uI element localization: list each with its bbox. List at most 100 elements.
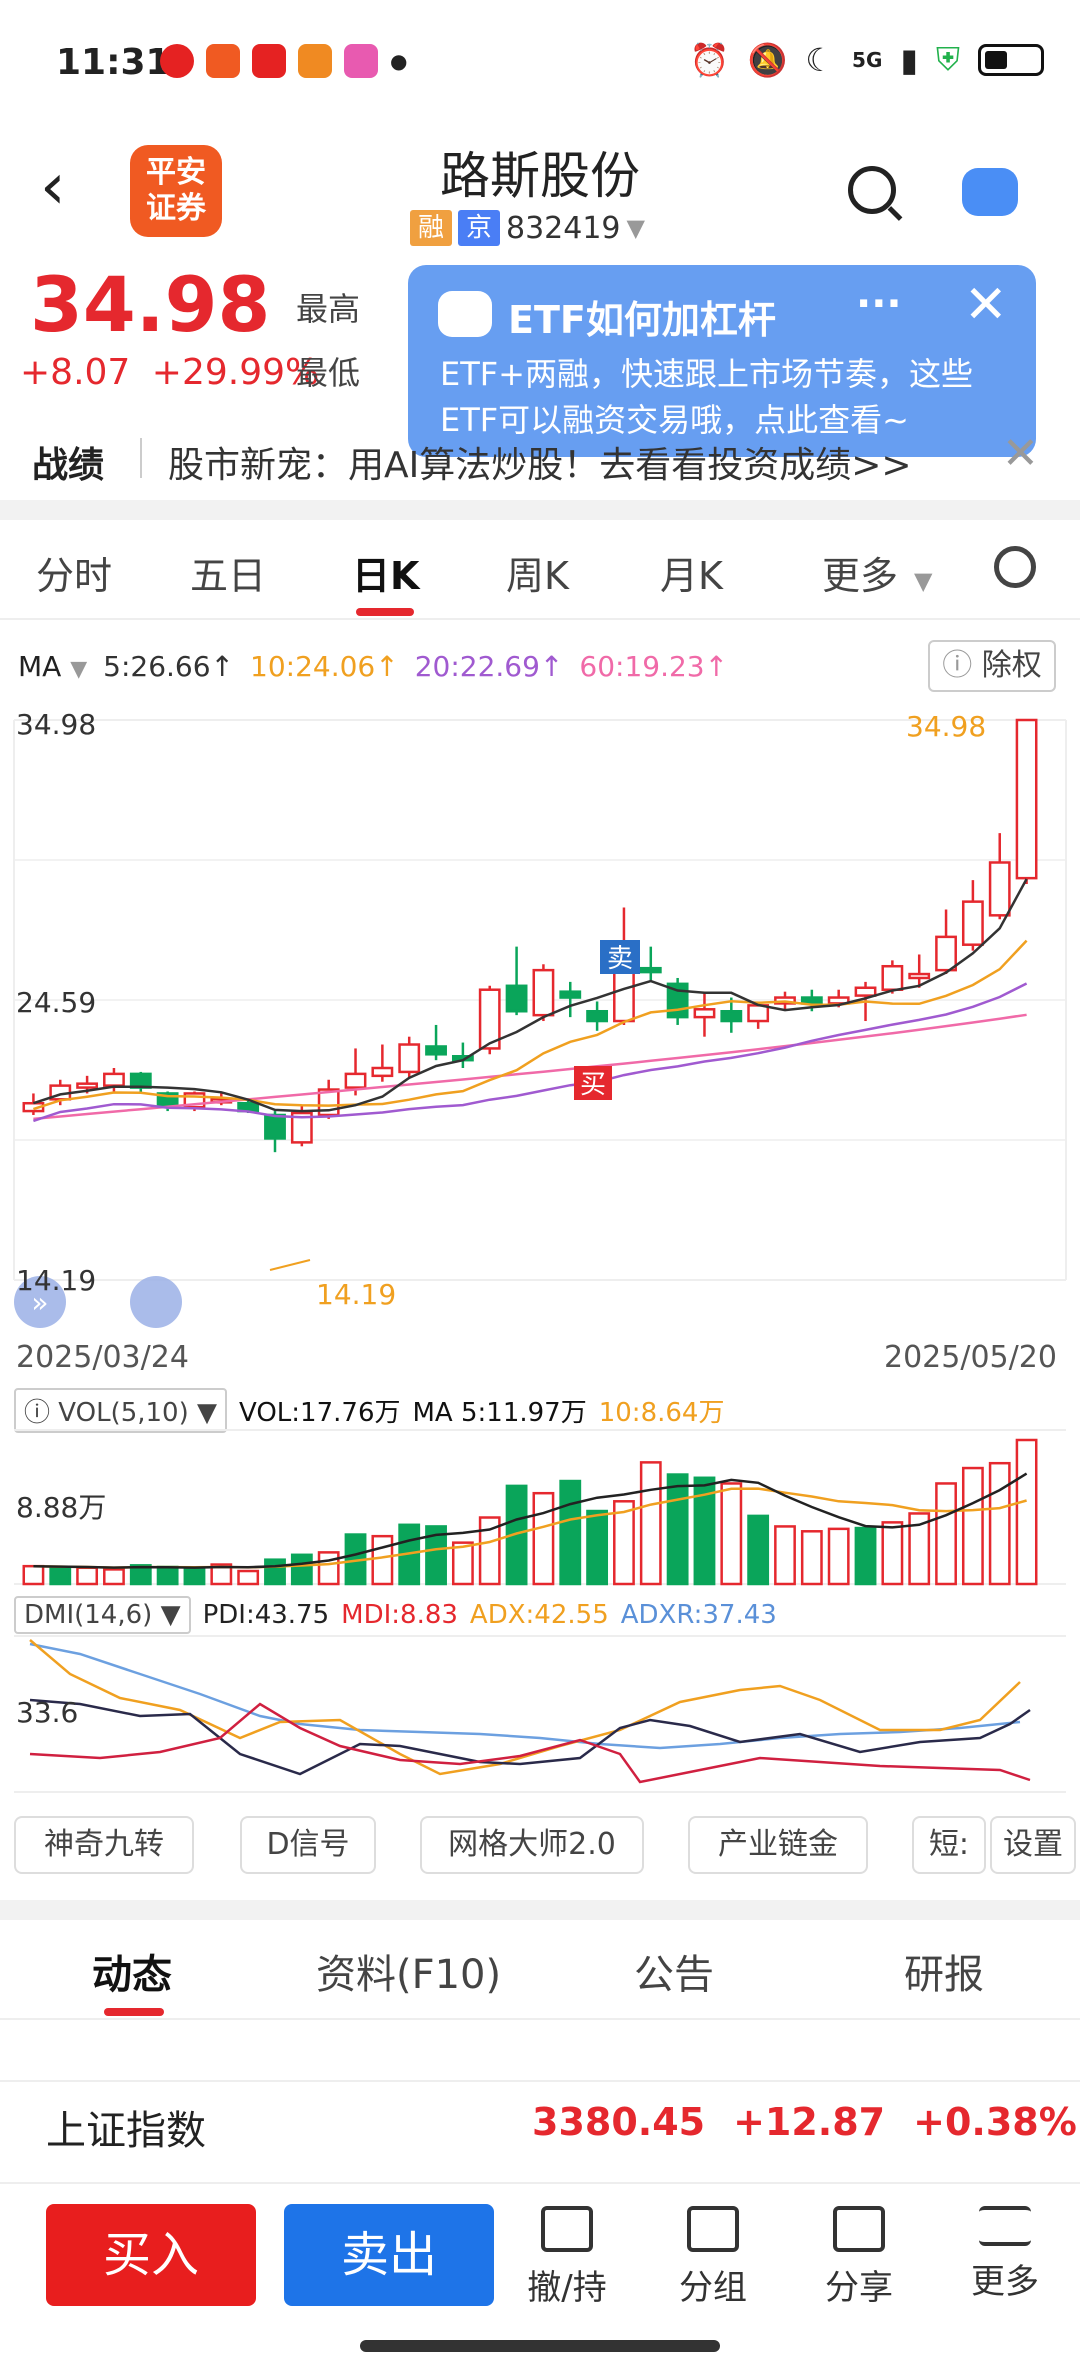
volume-bar	[1015, 1438, 1038, 1586]
sell-marker-bg	[600, 940, 640, 974]
news-close-icon[interactable]: ✕	[1002, 428, 1039, 479]
news-text[interactable]: 股市新宠：用AI算法炒股！去看看投资成绩>>	[168, 445, 912, 486]
volume-bar	[210, 1563, 233, 1586]
candle-up	[961, 900, 984, 946]
volume-bar	[129, 1564, 152, 1586]
ma-dropdown-icon: ▼	[70, 657, 88, 682]
candlestick-chart[interactable]: 卖 买 34.98 14.19 »	[0, 700, 1080, 1340]
robot-assistant-icon[interactable]	[962, 168, 1018, 216]
volume-bar	[317, 1551, 340, 1586]
candle-down	[586, 1009, 609, 1023]
close-icon[interactable]: ✕	[964, 275, 1008, 335]
candle-down	[505, 984, 528, 1013]
sell-button[interactable]: 卖出	[284, 2204, 494, 2306]
candle-down	[639, 966, 662, 974]
tab-daily-k[interactable]: 日K	[352, 554, 420, 598]
vol-ma5: MA 5:11.97万	[412, 1398, 587, 1428]
withdraw-label: 撤/持	[527, 2268, 607, 2308]
indicator-industry-chain[interactable]: 产业链金	[688, 1816, 868, 1874]
indicator-grid-master[interactable]: 网格大师2.0	[420, 1816, 644, 1874]
ma-legend: MA ▼ 5:26.66↑ 10:24.06↑ 20:22.69↑ 60:19.…	[18, 650, 728, 683]
candle-down	[720, 1009, 743, 1023]
vol-axis-label: 8.88万	[16, 1491, 107, 1524]
mute-icon: 🔕	[747, 40, 788, 79]
dmi-indicator-select[interactable]: DMI(14,6) ▼	[14, 1596, 191, 1634]
current-price: 34.98	[30, 260, 271, 349]
dmi-legend: DMI(14,6) ▼ PDI:43.75 MDI:8.83 ADX:42.55…	[14, 1596, 777, 1634]
back-icon[interactable]: ‹	[40, 150, 66, 224]
y-axis-low: 14.19	[16, 1264, 97, 1297]
tab-f10[interactable]: 资料(F10)	[316, 1952, 502, 1998]
index-bar[interactable]	[0, 2080, 1080, 2184]
stock-tags[interactable]: 融 京 832419 ▼	[410, 210, 645, 246]
share-button[interactable]: 分享	[804, 2206, 914, 2309]
ex-rights-button[interactable]: ⓘ 除权	[928, 640, 1056, 692]
section-tab-indicator	[104, 2008, 164, 2016]
tab-intraday[interactable]: 分时	[36, 554, 113, 598]
tab-research[interactable]: 研报	[904, 1952, 984, 1998]
expand-left-icon[interactable]	[14, 1276, 66, 1328]
tab-divider	[0, 618, 1080, 620]
folder-icon	[687, 2206, 739, 2252]
volume-bar	[747, 1514, 770, 1586]
toutiao-app-icon	[252, 44, 286, 78]
bse-tag: 京	[458, 210, 500, 246]
change-amount: +8.07	[20, 352, 131, 393]
volume-bar	[371, 1534, 394, 1586]
search-icon[interactable]	[848, 166, 896, 214]
share-label: 分享	[825, 2268, 893, 2308]
vol-info-icon: ⓘ	[24, 1398, 51, 1428]
notification-icons: ●	[160, 44, 407, 78]
min-marker-line	[269, 1259, 311, 1271]
ma-label-text: MA	[18, 650, 62, 683]
buy-button[interactable]: 买入	[46, 2204, 256, 2306]
tab-five-day[interactable]: 五日	[190, 554, 267, 598]
index-values: 3380.45 +12.87 +0.38% ▲	[532, 2100, 1080, 2144]
withdraw-hold-button[interactable]: 撤/持	[512, 2206, 622, 2309]
tab-news[interactable]: 动态	[92, 1952, 172, 1998]
tab-more-label: 更多	[822, 554, 899, 598]
ma-label[interactable]: MA ▼	[18, 650, 87, 683]
indicator-nine-turns[interactable]: 神奇九转	[14, 1816, 194, 1874]
volume-chart	[14, 1429, 1066, 1586]
battery-icon	[978, 43, 1044, 76]
pingan-app-icon	[206, 44, 240, 78]
broker-logo: 平安 证券	[130, 145, 222, 237]
volume-bar	[881, 1521, 904, 1586]
y-axis-mid: 24.59	[16, 986, 97, 1019]
candle-up	[398, 1043, 421, 1074]
tab-more[interactable]: 更多 ▼	[822, 545, 932, 600]
vol-ma10-line	[33, 1487, 1027, 1569]
vol-ma5-line	[33, 1472, 1028, 1569]
volume-bar	[103, 1568, 125, 1586]
volume-bar	[451, 1541, 474, 1586]
tab-announcements[interactable]: 公告	[634, 1952, 714, 1998]
volume-bar	[425, 1525, 447, 1586]
more-dots-icon[interactable]: ···	[856, 281, 902, 327]
dmi-mdi-line	[29, 1702, 1031, 1784]
volume-bar	[854, 1526, 877, 1586]
index-name: 上证指数	[46, 2108, 206, 2154]
volume-bar	[774, 1525, 796, 1586]
tab-monthly-k[interactable]: 月K	[660, 554, 723, 598]
candle-up	[371, 1066, 394, 1078]
indicator-d-signal[interactable]: D信号	[240, 1816, 376, 1874]
dmi-adxr-line	[29, 1642, 1021, 1750]
tab-weekly-k[interactable]: 周K	[506, 554, 569, 598]
etf-promo-popup[interactable]: ETF如何加杠杆 ··· ✕ ETF+两融，快速跟上市场节奏，这些ETF可以融资…	[408, 265, 1036, 457]
fullscreen-icon[interactable]	[130, 1276, 182, 1328]
ex-rights-label: 除权	[981, 648, 1042, 683]
more-button[interactable]: 更多	[950, 2206, 1060, 2303]
gear-icon[interactable]	[994, 546, 1036, 588]
change-percent: +29.99%	[151, 352, 320, 393]
candles-group	[22, 718, 1038, 1153]
indicator-short[interactable]: 短:	[912, 1816, 986, 1874]
stock-name: 路斯股份	[440, 147, 640, 205]
candle-up	[1015, 718, 1038, 880]
ma10-value: 10:24.06↑	[250, 650, 399, 683]
menu-icon	[979, 2206, 1031, 2246]
indicator-settings[interactable]: 设置	[990, 1816, 1076, 1874]
candle-up	[76, 1082, 99, 1089]
group-button[interactable]: 分组	[658, 2206, 768, 2309]
vol-indicator-select[interactable]: ⓘ VOL(5,10) ▼	[14, 1388, 228, 1433]
